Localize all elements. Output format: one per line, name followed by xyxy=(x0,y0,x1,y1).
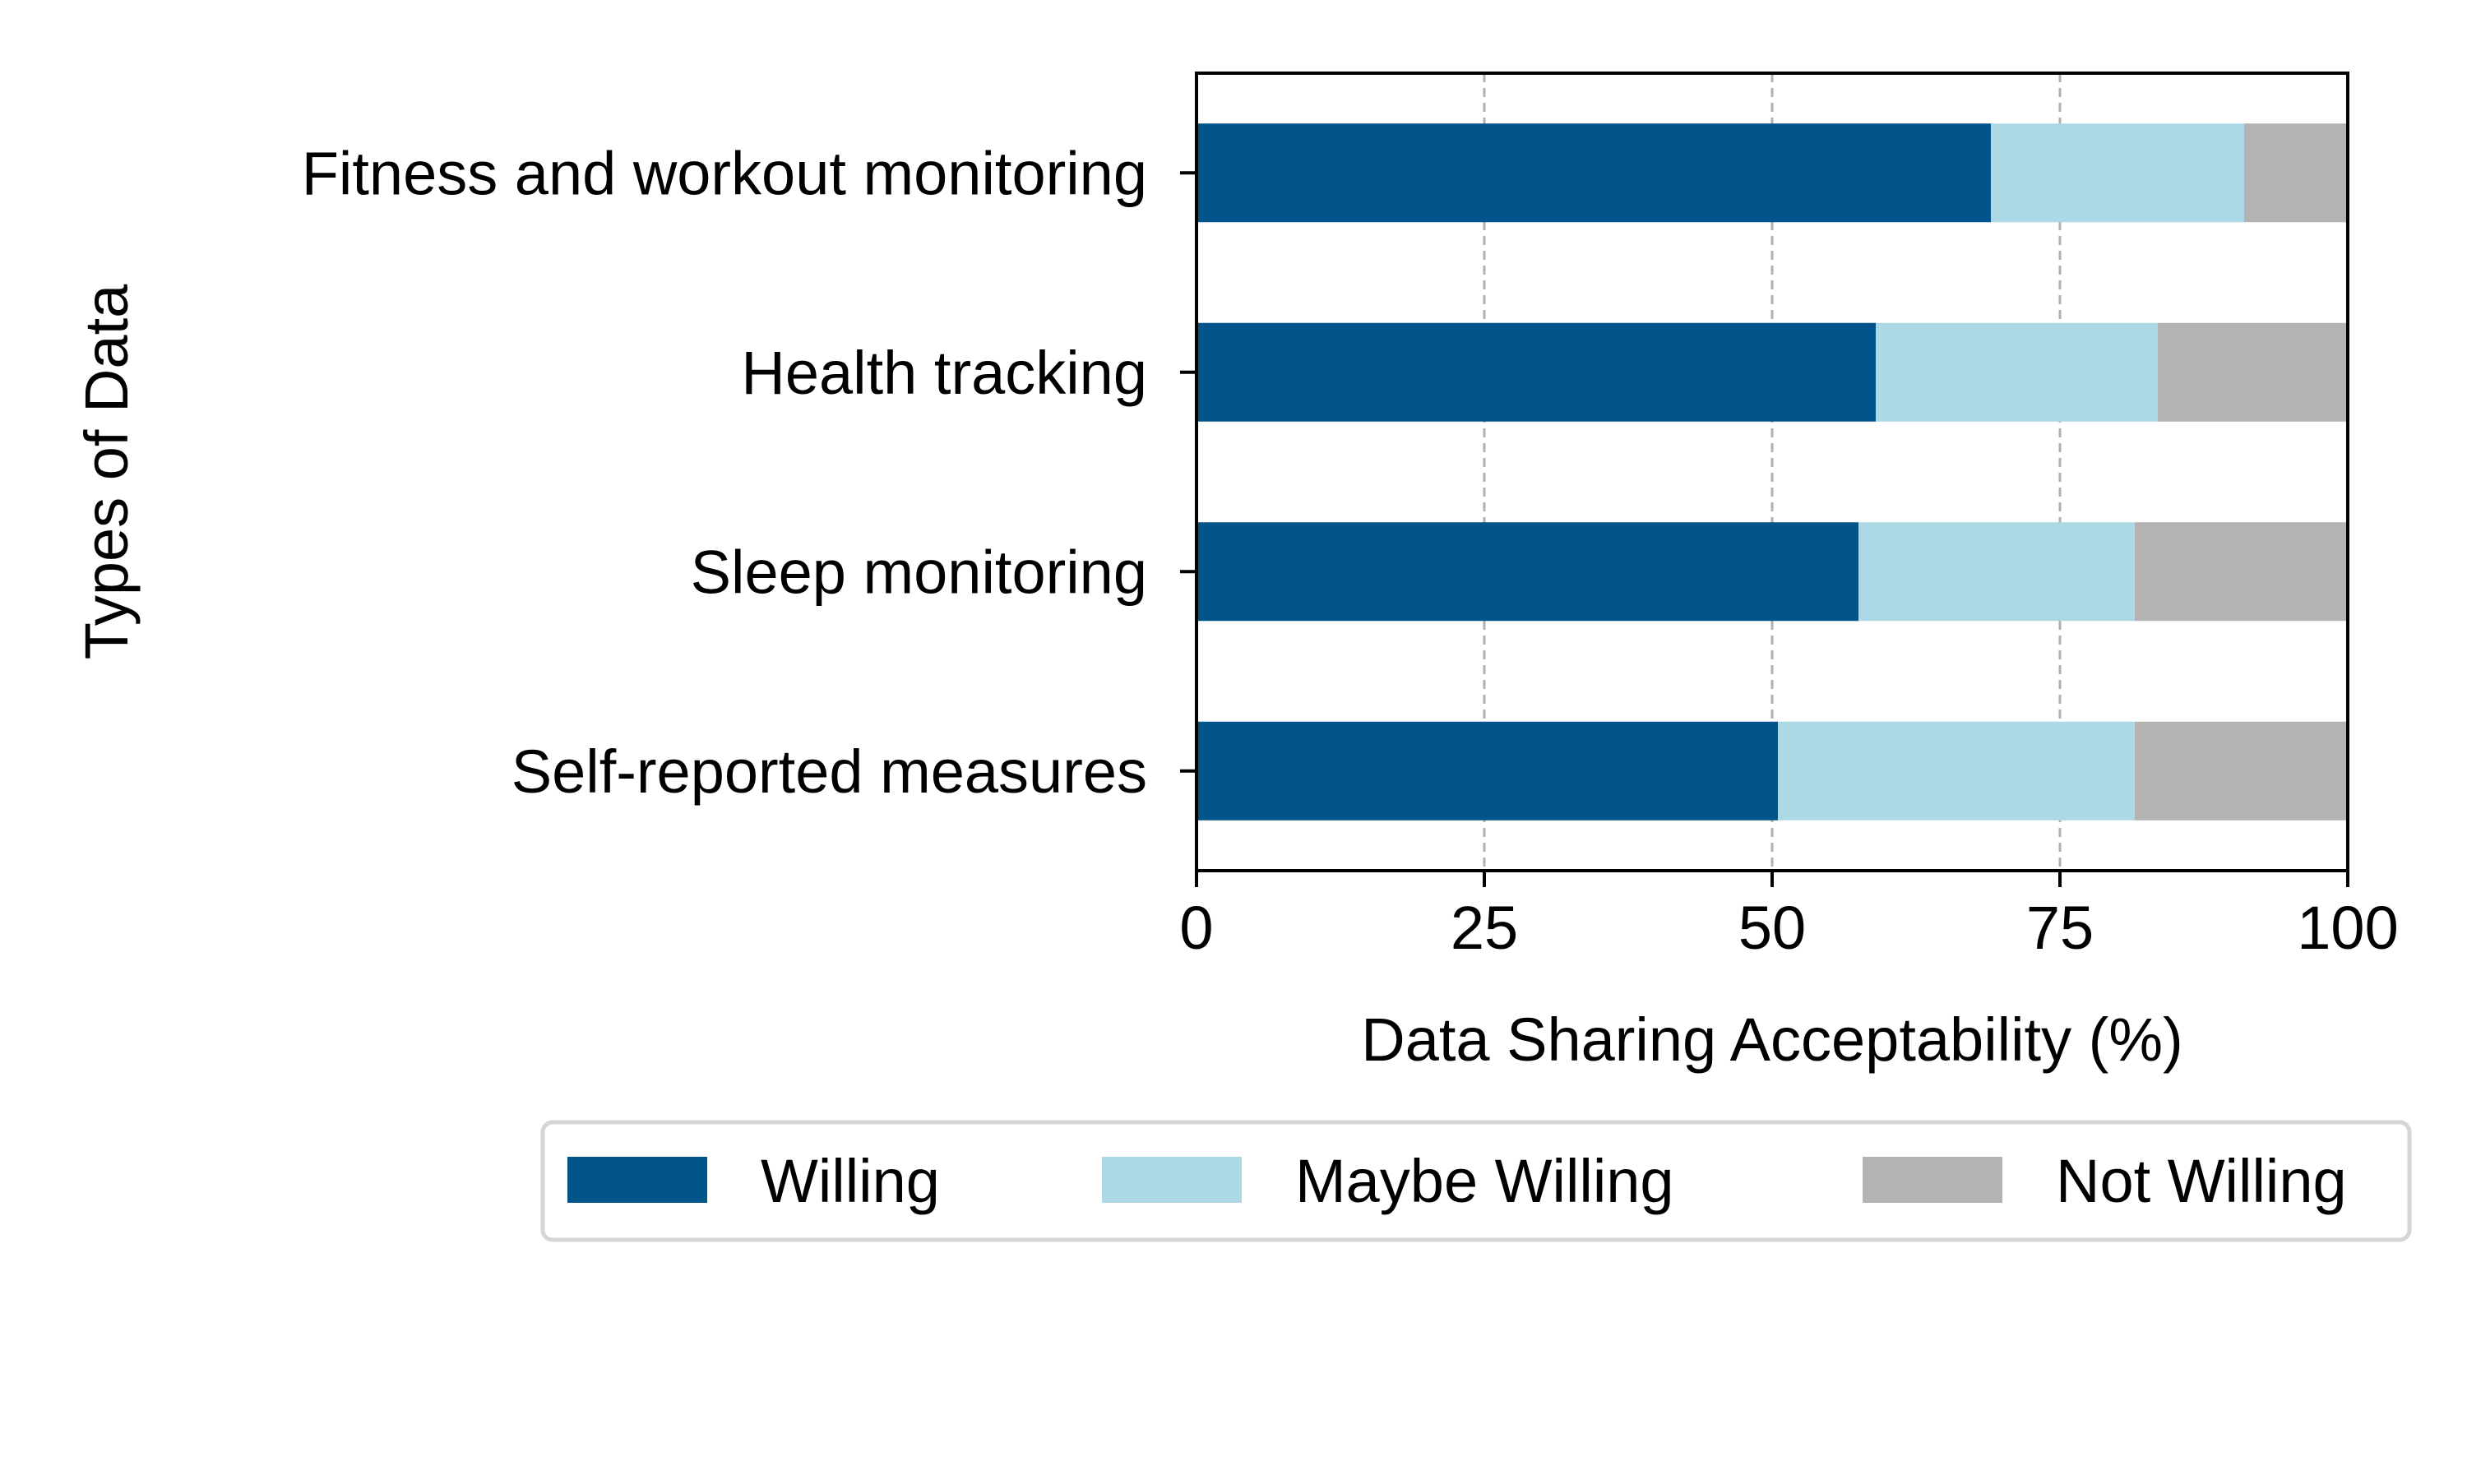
bar xyxy=(1196,721,1778,821)
bar xyxy=(1876,322,2158,422)
legend-swatch xyxy=(1102,1157,1242,1203)
x-tick-label: 25 xyxy=(1451,894,1518,962)
y-tick-label: Self-reported measures xyxy=(511,737,1147,806)
y-tick-label: Sleep monitoring xyxy=(691,538,1147,606)
x-tick-label: 75 xyxy=(2026,894,2094,962)
x-tick-label: 50 xyxy=(1738,894,1806,962)
x-tick-label: 0 xyxy=(1179,894,1213,962)
bar xyxy=(1991,123,2244,223)
legend-label: Not Willing xyxy=(2056,1147,2347,1215)
bar xyxy=(2135,522,2348,622)
legend-swatch xyxy=(567,1157,707,1203)
legend-frame xyxy=(540,1120,2412,1242)
bar xyxy=(1196,522,1858,622)
legend-label: Willing xyxy=(761,1147,940,1215)
x-axis-title: Data Sharing Acceptability (%) xyxy=(1361,1006,2182,1074)
bar xyxy=(2135,721,2348,821)
bars xyxy=(1196,123,2348,821)
axes: 0 25 50 75 100 Fitness and workout monitoring… xyxy=(302,72,2399,962)
bar xyxy=(2158,322,2348,422)
x-tick-label: 100 xyxy=(2297,894,2398,962)
y-tick-label: Health tracking xyxy=(741,339,1147,407)
bar xyxy=(1196,322,1876,422)
legend: Willing Maybe Willing Not Willing xyxy=(540,1120,2412,1242)
legend-label: Maybe Willing xyxy=(1295,1147,1674,1215)
bar xyxy=(2244,123,2348,223)
y-tick-label: Fitness and workout monitoring xyxy=(302,139,1147,207)
y-axis-title: Types of Data xyxy=(72,284,141,659)
bar xyxy=(1858,522,2135,622)
legend-swatch xyxy=(1863,1157,2002,1203)
bar xyxy=(1778,721,2135,821)
bar xyxy=(1196,123,1991,223)
